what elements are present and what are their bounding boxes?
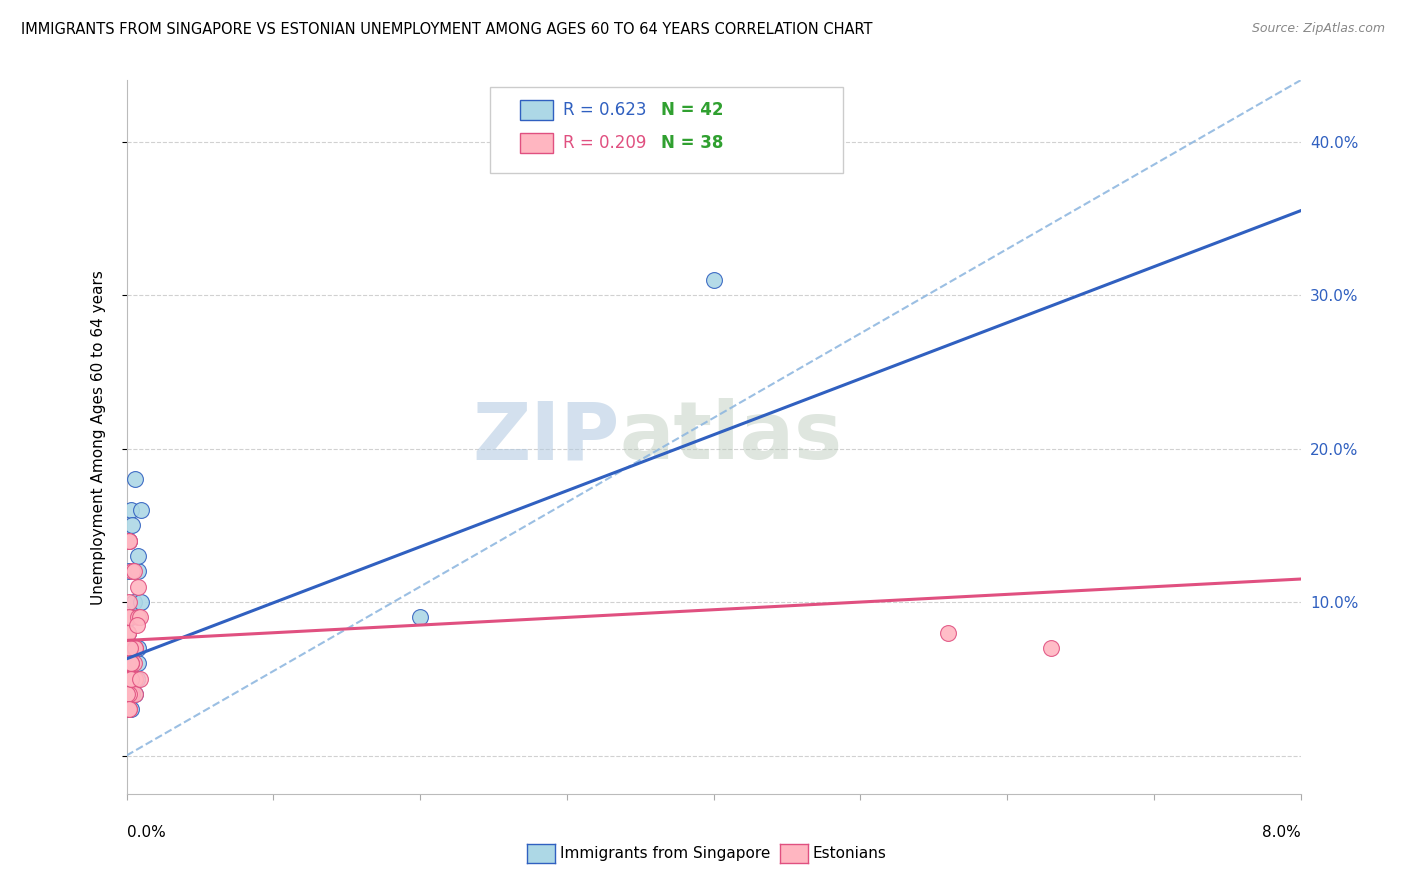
Point: [124, 472, 146, 486]
Point: [120, 672, 142, 686]
Point: [124, 687, 146, 701]
Point: [117, 687, 139, 701]
Point: [125, 672, 148, 686]
Point: [936, 625, 959, 640]
Point: [117, 610, 139, 624]
Point: [117, 641, 139, 656]
Point: [120, 687, 142, 701]
Point: [118, 672, 141, 686]
Point: [121, 565, 143, 579]
Point: [120, 503, 142, 517]
Point: [127, 580, 149, 594]
Point: [118, 641, 141, 656]
Point: [120, 702, 142, 716]
Point: [129, 503, 152, 517]
Point: [124, 641, 146, 656]
Point: [117, 657, 139, 671]
Text: 8.0%: 8.0%: [1261, 825, 1301, 840]
Point: [124, 672, 146, 686]
Text: Source: ZipAtlas.com: Source: ZipAtlas.com: [1251, 22, 1385, 36]
Point: [122, 595, 145, 609]
Point: [124, 672, 146, 686]
Point: [117, 687, 139, 701]
Text: IMMIGRANTS FROM SINGAPORE VS ESTONIAN UNEMPLOYMENT AMONG AGES 60 TO 64 YEARS COR: IMMIGRANTS FROM SINGAPORE VS ESTONIAN UN…: [21, 22, 873, 37]
Point: [127, 657, 149, 671]
Point: [125, 618, 148, 632]
Point: [118, 610, 141, 624]
Point: [124, 672, 146, 686]
Point: [120, 657, 142, 671]
Point: [117, 625, 139, 640]
Point: [1040, 641, 1063, 656]
Point: [127, 610, 149, 624]
Point: [122, 565, 145, 579]
Point: [125, 672, 148, 686]
Point: [120, 672, 142, 686]
Y-axis label: Unemployment Among Ages 60 to 64 years: Unemployment Among Ages 60 to 64 years: [91, 269, 105, 605]
Point: [702, 273, 725, 287]
Point: [118, 672, 141, 686]
Point: [118, 702, 141, 716]
FancyBboxPatch shape: [491, 87, 842, 173]
Point: [118, 687, 141, 701]
Point: [117, 641, 139, 656]
Text: Estonians: Estonians: [813, 847, 887, 861]
Point: [122, 641, 145, 656]
Point: [118, 595, 141, 609]
Point: [118, 702, 141, 716]
Point: [128, 610, 150, 624]
Point: [129, 595, 152, 609]
Text: N = 38: N = 38: [661, 134, 723, 152]
Point: [128, 672, 150, 686]
Point: [127, 549, 149, 563]
Text: R = 0.209: R = 0.209: [564, 134, 647, 152]
Point: [118, 533, 141, 548]
Point: [117, 610, 139, 624]
Point: [121, 657, 143, 671]
Point: [121, 687, 143, 701]
Point: [118, 672, 141, 686]
Point: [117, 702, 139, 716]
Point: [124, 641, 146, 656]
Point: [121, 687, 143, 701]
Point: [120, 657, 142, 671]
Point: [118, 533, 141, 548]
Point: [121, 672, 143, 686]
Point: [118, 565, 141, 579]
Text: atlas: atlas: [620, 398, 842, 476]
Point: [122, 657, 145, 671]
Text: R = 0.623: R = 0.623: [564, 101, 647, 119]
Point: [117, 702, 139, 716]
Point: [120, 687, 142, 701]
Bar: [520, 100, 553, 120]
Point: [118, 533, 141, 548]
Point: [117, 641, 139, 656]
Point: [120, 610, 142, 624]
Point: [118, 687, 141, 701]
Bar: [520, 133, 553, 153]
Point: [127, 565, 149, 579]
Point: [117, 625, 139, 640]
Point: [117, 657, 139, 671]
Point: [121, 687, 143, 701]
Point: [118, 672, 141, 686]
Text: Immigrants from Singapore: Immigrants from Singapore: [560, 847, 770, 861]
Point: [117, 702, 139, 716]
Point: [124, 687, 146, 701]
Point: [117, 625, 139, 640]
Text: ZIP: ZIP: [472, 398, 620, 476]
Point: [409, 610, 432, 624]
Point: [120, 672, 142, 686]
Point: [118, 687, 141, 701]
Point: [121, 641, 143, 656]
Point: [121, 518, 143, 533]
Text: 0.0%: 0.0%: [127, 825, 166, 840]
Point: [127, 641, 149, 656]
Point: [120, 641, 142, 656]
Point: [118, 610, 141, 624]
Text: N = 42: N = 42: [661, 101, 723, 119]
